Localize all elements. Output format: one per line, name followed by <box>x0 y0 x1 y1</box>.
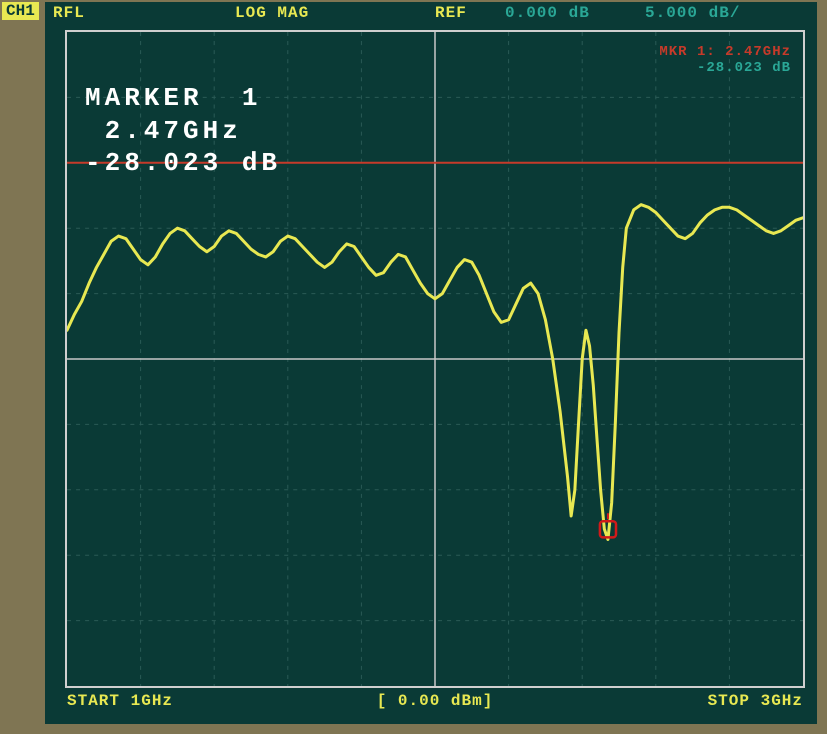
label-start: START 1GHz <box>67 692 173 710</box>
label-ref: REF <box>435 4 467 22</box>
screen: RFL LOG MAG REF 0.000 dB 5.000 dB/ MKR 1… <box>45 2 817 724</box>
label-stop: STOP 3GHz <box>708 692 803 710</box>
label-center: [ 0.00 dBm] <box>377 692 494 710</box>
marker-readout-big: MARKER 1 2.47GHz -28.023 dB <box>85 82 281 180</box>
marker-readout-line2: -28.023 dB <box>659 60 791 76</box>
label-rfl: RFL <box>53 4 85 22</box>
label-logmag: LOG MAG <box>235 4 309 22</box>
label-ref-value: 0.000 dB <box>505 4 590 22</box>
label-scale: 5.000 dB/ <box>645 4 740 22</box>
marker-readout-small: MKR 1: 2.47GHz -28.023 dB <box>659 44 791 76</box>
channel-badge: CH1 <box>2 2 39 20</box>
header-row: RFL LOG MAG REF 0.000 dB 5.000 dB/ <box>45 4 817 26</box>
footer-row: START 1GHz [ 0.00 dBm] STOP 3GHz <box>65 692 805 712</box>
marker-readout-line1: MKR 1: 2.47GHz <box>659 44 791 60</box>
instrument-panel: CH1 RFL LOG MAG REF 0.000 dB 5.000 dB/ M… <box>0 0 827 734</box>
graticule[interactable]: MKR 1: 2.47GHz -28.023 dB MARKER 1 2.47G… <box>65 30 805 688</box>
